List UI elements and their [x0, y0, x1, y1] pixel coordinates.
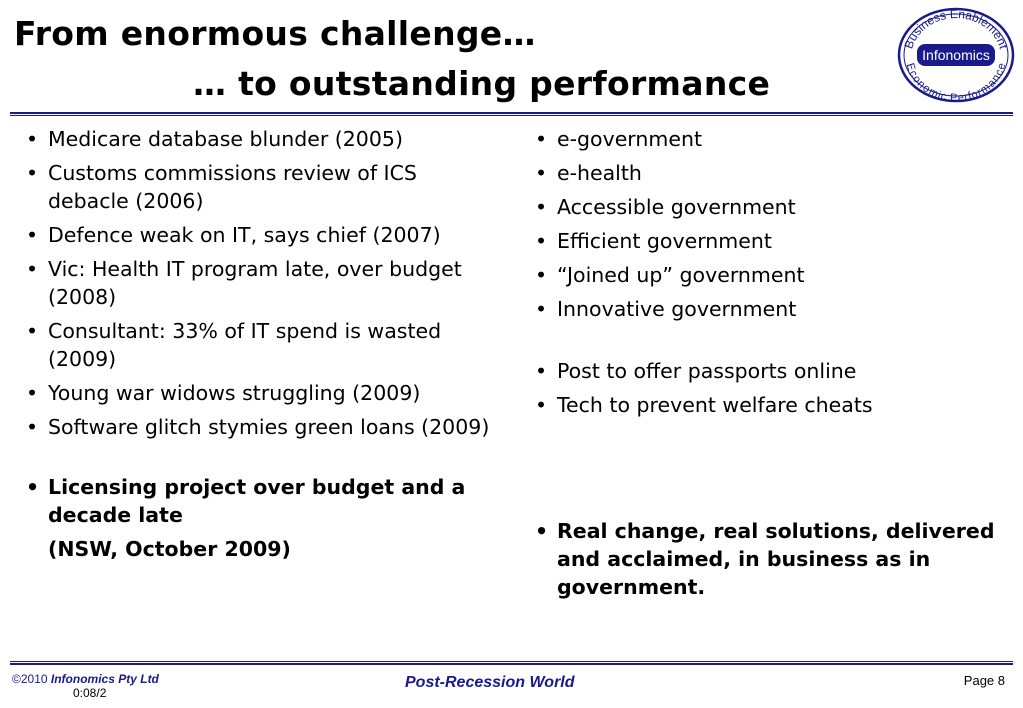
highlight-note: (NSW, October 2009): [48, 537, 291, 561]
right-column: e-government e-health Accessible governm…: [535, 125, 1005, 607]
slide-title-line1: From enormous challenge…: [14, 14, 536, 53]
highlight-item: Real change, real solutions, delivered a…: [535, 517, 1005, 601]
footer-copyright: ©2010 Infonomics Pty Ltd: [12, 672, 159, 686]
company-name: Infonomics Pty Ltd: [50, 672, 159, 686]
list-item: Post to offer passports online: [535, 357, 1005, 385]
page-number: Page 8: [963, 673, 1005, 688]
list-item: Tech to prevent welfare cheats: [535, 391, 1005, 419]
list-item: Efficient government: [535, 227, 1005, 255]
list-item: Defence weak on IT, says chief (2007): [26, 221, 496, 249]
logo-center-band: [917, 44, 995, 66]
list-item: Medicare database blunder (2005): [26, 125, 496, 153]
list-item: e-government: [535, 125, 1005, 153]
list-item: Vic: Health IT program late, over budget…: [26, 255, 496, 311]
logo-center-text: Infonomics: [922, 47, 990, 63]
highlight-item: Licensing project over budget and a deca…: [26, 473, 496, 529]
header-divider: [10, 112, 1013, 116]
left-column: Medicare database blunder (2005) Customs…: [26, 125, 496, 569]
copyright-year: ©2010: [12, 672, 48, 686]
footer-code: 0:08/2: [73, 686, 107, 700]
list-item: Consultant: 33% of IT spend is wasted (2…: [26, 317, 496, 373]
list-item: Accessible government: [535, 193, 1005, 221]
infonomics-logo: Business Enablement Economic Performance…: [897, 7, 1015, 104]
footer-divider: [10, 661, 1013, 665]
footer-title: Post-Recession World: [405, 674, 575, 691]
list-item: “Joined up” government: [535, 261, 1005, 289]
list-item: Software glitch stymies green loans (200…: [26, 413, 496, 441]
slide-title-line2: … to outstanding performance: [193, 64, 771, 103]
list-item: Customs commissions review of ICS debacl…: [26, 159, 496, 215]
list-item: e-health: [535, 159, 1005, 187]
list-item: Innovative government: [535, 295, 1005, 323]
list-item: Young war widows struggling (2009): [26, 379, 496, 407]
